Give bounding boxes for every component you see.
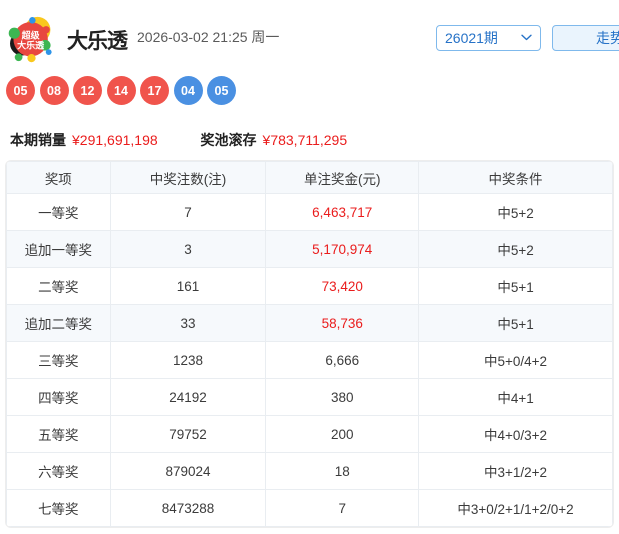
- svg-text:超级: 超级: [21, 29, 41, 40]
- svg-text:大乐透: 大乐透: [17, 40, 45, 51]
